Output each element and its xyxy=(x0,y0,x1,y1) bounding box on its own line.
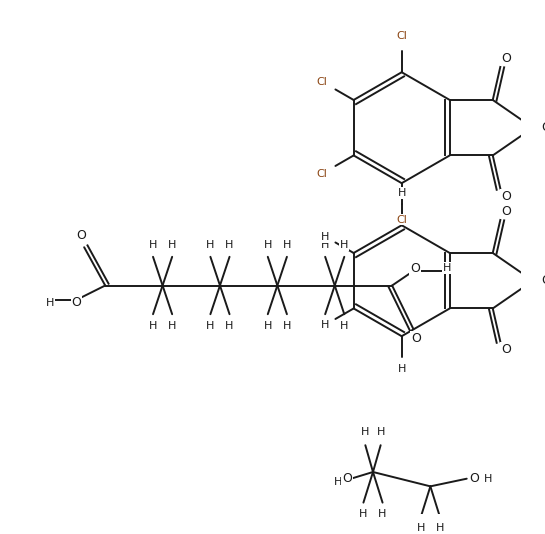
Text: O: O xyxy=(411,332,421,344)
Text: H: H xyxy=(436,523,444,533)
Text: Cl: Cl xyxy=(396,31,407,41)
Text: Cl: Cl xyxy=(396,215,407,224)
Text: H: H xyxy=(321,240,329,250)
Text: H: H xyxy=(378,509,387,519)
Text: H: H xyxy=(322,320,330,329)
Text: O: O xyxy=(469,472,479,485)
Text: Cl: Cl xyxy=(317,77,328,87)
Text: H: H xyxy=(264,240,272,250)
Text: H: H xyxy=(283,321,291,331)
Text: O: O xyxy=(410,262,420,275)
Text: H: H xyxy=(322,232,330,242)
Text: O: O xyxy=(501,343,511,356)
Text: H: H xyxy=(359,509,368,519)
Text: H: H xyxy=(168,321,177,331)
Text: H: H xyxy=(264,321,272,331)
Text: H: H xyxy=(46,298,54,308)
Text: H: H xyxy=(225,321,234,331)
Text: H: H xyxy=(443,263,451,273)
Text: H: H xyxy=(397,364,406,374)
Text: O: O xyxy=(501,206,511,218)
Text: H: H xyxy=(416,523,425,533)
Text: H: H xyxy=(225,240,234,250)
Text: H: H xyxy=(334,476,342,486)
Text: H: H xyxy=(149,240,157,250)
Text: H: H xyxy=(206,321,215,331)
Text: H: H xyxy=(149,321,157,331)
Text: O: O xyxy=(501,52,511,65)
Text: H: H xyxy=(283,240,291,250)
Text: O: O xyxy=(76,229,86,242)
Text: H: H xyxy=(168,240,177,250)
Text: H: H xyxy=(361,427,370,437)
Text: H: H xyxy=(483,474,492,484)
Text: H: H xyxy=(377,427,385,437)
Text: O: O xyxy=(541,121,545,134)
Text: H: H xyxy=(321,321,329,331)
Text: H: H xyxy=(340,240,348,250)
Text: O: O xyxy=(342,472,352,485)
Text: O: O xyxy=(541,274,545,287)
Text: O: O xyxy=(501,190,511,203)
Text: Cl: Cl xyxy=(317,169,328,178)
Text: H: H xyxy=(340,321,348,331)
Text: H: H xyxy=(206,240,215,250)
Text: H: H xyxy=(397,188,406,198)
Text: O: O xyxy=(71,296,81,309)
